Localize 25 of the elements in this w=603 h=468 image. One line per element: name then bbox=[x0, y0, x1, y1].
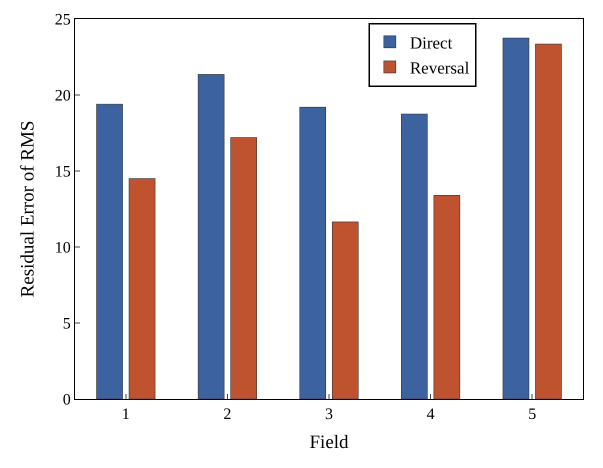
bar bbox=[502, 38, 530, 399]
x-axis-title: Field bbox=[309, 432, 350, 453]
bar bbox=[230, 137, 257, 399]
legend-label: Direct bbox=[410, 33, 453, 52]
y-tick-label: 0 bbox=[62, 392, 71, 409]
x-tick-label: 2 bbox=[223, 406, 232, 424]
y-tick-label: 15 bbox=[54, 164, 71, 181]
bar bbox=[128, 178, 156, 399]
bar bbox=[401, 114, 428, 399]
y-tick-label: 10 bbox=[54, 240, 71, 257]
bar bbox=[332, 222, 359, 399]
x-tick-label: 4 bbox=[426, 406, 435, 424]
y-axis-title: Residual Error of RMS bbox=[18, 120, 39, 298]
bar bbox=[96, 104, 123, 399]
bar bbox=[535, 44, 562, 399]
y-tick-label: 25 bbox=[54, 12, 71, 29]
bar bbox=[434, 195, 460, 399]
x-tick-label: 1 bbox=[122, 406, 130, 424]
legend-label: Reversal bbox=[410, 58, 470, 78]
x-tick-label: 3 bbox=[325, 406, 333, 424]
y-tick-label: 20 bbox=[54, 88, 71, 105]
bar bbox=[299, 106, 326, 399]
bar bbox=[198, 74, 224, 399]
y-tick-label: 5 bbox=[62, 316, 71, 333]
x-tick-label: 5 bbox=[528, 406, 536, 424]
